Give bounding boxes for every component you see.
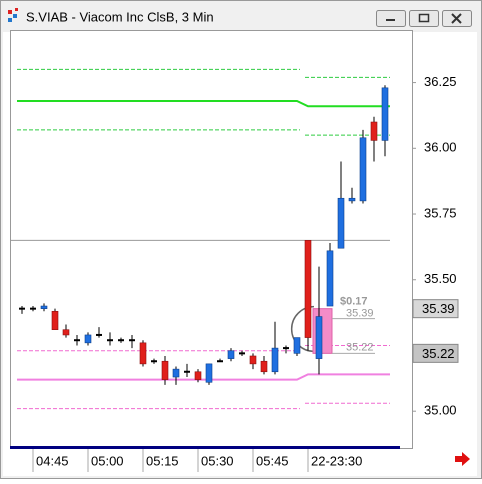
window-title: S.VIAB - Viacom Inc ClsB, 3 Min (26, 9, 214, 24)
y-tick-label: 35.00 (424, 403, 457, 418)
indicator-line (17, 99, 390, 108)
candle-body (293, 337, 301, 354)
minimize-button[interactable] (376, 10, 406, 27)
candle-body (51, 310, 59, 330)
measure-change: $0.17 (340, 296, 368, 308)
scroll-right-arrow[interactable] (455, 452, 470, 466)
plot: 35.00 35.50 35.75 36.00 36.25 04:45 05:00 05:15… (10, 68, 459, 472)
price-marker (412, 343, 459, 363)
candle-body (370, 121, 378, 141)
candle-body (337, 197, 345, 249)
indicator-line (17, 373, 390, 381)
maximize-button[interactable] (409, 10, 439, 27)
measure-start: 35.39 (346, 308, 374, 320)
y-tick-label: 36.25 (424, 74, 457, 89)
candle-body (304, 240, 312, 338)
candle-body (40, 305, 48, 309)
price-marker (412, 299, 459, 319)
time-bar (10, 446, 400, 449)
candle-body (205, 363, 213, 383)
candle-body (249, 355, 257, 365)
x-tick-label: 05:15 (146, 453, 179, 468)
close-button[interactable] (442, 10, 472, 27)
candle-body (271, 347, 279, 373)
candle-body (139, 342, 147, 365)
candle-body (62, 329, 70, 336)
x-tick-label: 05:00 (91, 453, 124, 468)
y-tick-label: 36.00 (424, 140, 457, 155)
candle-body (315, 316, 323, 359)
candle-body (172, 368, 180, 378)
candle-body (227, 350, 235, 359)
candle-body (359, 137, 367, 202)
plot-area (10, 30, 413, 449)
candle-body (326, 250, 334, 307)
x-tick-label: 05:30 (201, 453, 234, 468)
candle-body (348, 197, 356, 202)
price-marker-label: 35.22 (422, 346, 455, 361)
candle-body (84, 334, 92, 344)
y-tick-label: 35.50 (424, 271, 457, 286)
candle-body (381, 87, 389, 141)
x-tick-label: 05:45 (256, 453, 289, 468)
candle-body (161, 360, 169, 380)
candle-body (194, 371, 202, 380)
measure-end: 35.22 (346, 341, 374, 353)
x-tick-label: 04:45 (36, 453, 69, 468)
app-icon (8, 8, 18, 22)
price-marker-label: 35.39 (422, 301, 455, 316)
y-tick-label: 35.75 (424, 205, 457, 220)
candle-body (260, 360, 268, 373)
x-tick-label: 22-23:30 (311, 453, 362, 468)
